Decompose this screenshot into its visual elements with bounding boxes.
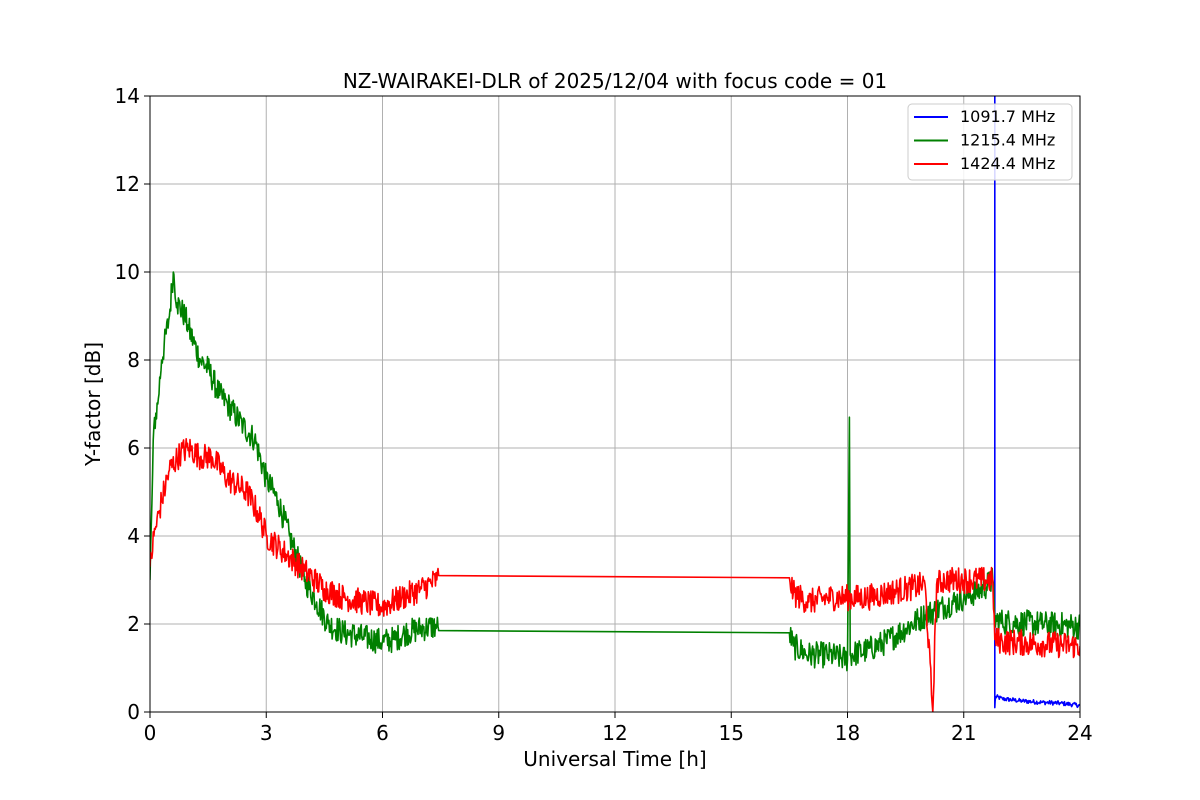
x-tick-label: 21 <box>951 721 976 745</box>
y-tick-label: 0 <box>127 700 140 724</box>
legend-label: 1215.4 MHz <box>960 131 1055 150</box>
series-line-3 <box>150 438 1080 712</box>
legend-box <box>907 103 1073 181</box>
y-tick-label: 14 <box>115 84 140 108</box>
series-line-2 <box>150 271 1080 672</box>
x-tick-label: 9 <box>492 721 505 745</box>
y-axis-label: Y-factor [dB] <box>81 342 105 467</box>
legend-label: 1091.7 MHz <box>960 107 1055 126</box>
x-tick-label: 12 <box>602 721 627 745</box>
chart-title: NZ-WAIRAKEI-DLR of 2025/12/04 with focus… <box>343 69 887 93</box>
y-tick-label: 10 <box>115 260 140 284</box>
x-axis-label: Universal Time [h] <box>523 747 706 771</box>
legend: 1091.7 MHz 1215.4 MHz 1424.4 MHz <box>907 103 1073 181</box>
y-tick-label: 2 <box>127 612 140 636</box>
y-tick-label: 8 <box>127 348 140 372</box>
x-tick-label: 0 <box>144 721 157 745</box>
y-tick-label: 6 <box>127 436 140 460</box>
plot-area <box>150 96 1080 712</box>
x-tick-label: 15 <box>719 721 744 745</box>
x-tick-label: 3 <box>260 721 273 745</box>
x-tick-label: 24 <box>1067 721 1092 745</box>
y-tick-label: 4 <box>127 524 140 548</box>
series-line-1 <box>994 96 1080 709</box>
legend-label: 1424.4 MHz <box>960 154 1055 173</box>
y-tick-label: 12 <box>115 172 140 196</box>
x-tick-label: 6 <box>376 721 389 745</box>
x-tick-label: 18 <box>835 721 860 745</box>
